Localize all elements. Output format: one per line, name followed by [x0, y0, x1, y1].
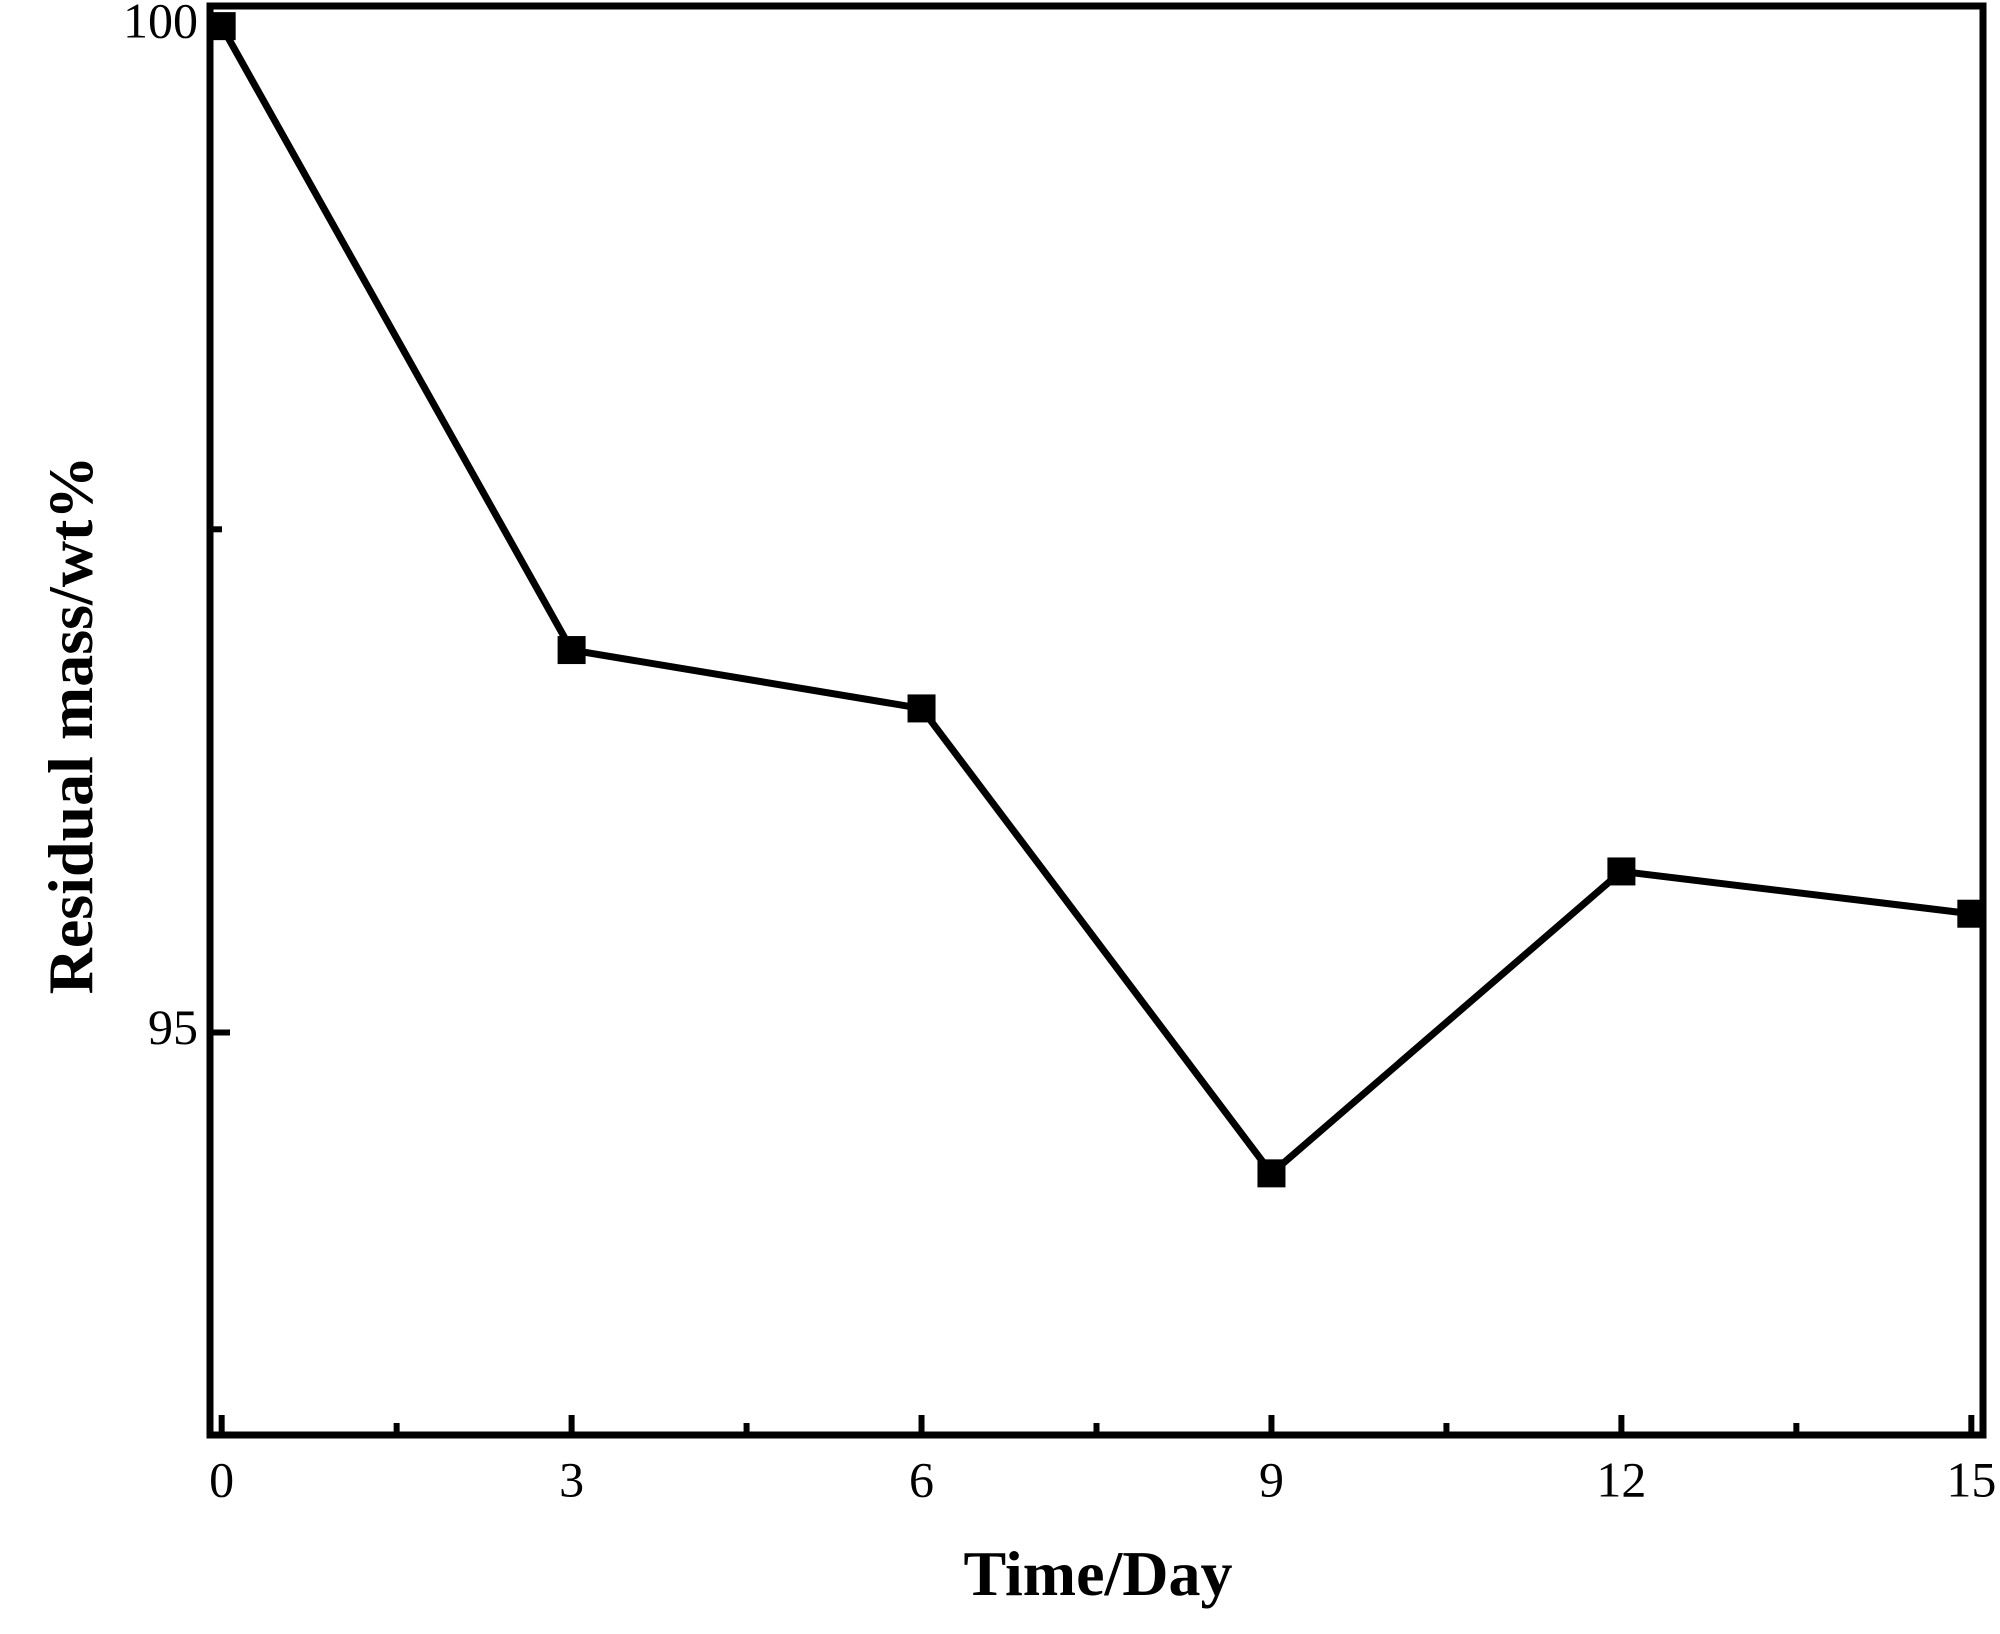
- x-axis-title: Time/Day: [963, 1538, 1232, 1609]
- y-tick-label: 95: [148, 999, 198, 1055]
- x-tick-label: 6: [909, 1451, 934, 1507]
- x-tick-label: 9: [1259, 1451, 1284, 1507]
- y-tick-label: 100: [123, 0, 198, 49]
- x-tick-label: 3: [559, 1451, 584, 1507]
- x-tick-label: 12: [1596, 1451, 1646, 1507]
- data-point: [1607, 857, 1636, 886]
- data-point: [1957, 899, 1986, 928]
- plot-frame: [206, 2, 1987, 1439]
- data-point: [557, 636, 586, 665]
- data-point: [207, 12, 236, 41]
- data-point: [907, 694, 936, 723]
- data-point: [1257, 1159, 1286, 1188]
- data-line: [218, 24, 1972, 1179]
- y-axis-title: Residual mass/wt%: [35, 456, 106, 995]
- x-tick-label: 15: [1946, 1451, 1996, 1507]
- x-tick-label: 0: [209, 1451, 234, 1507]
